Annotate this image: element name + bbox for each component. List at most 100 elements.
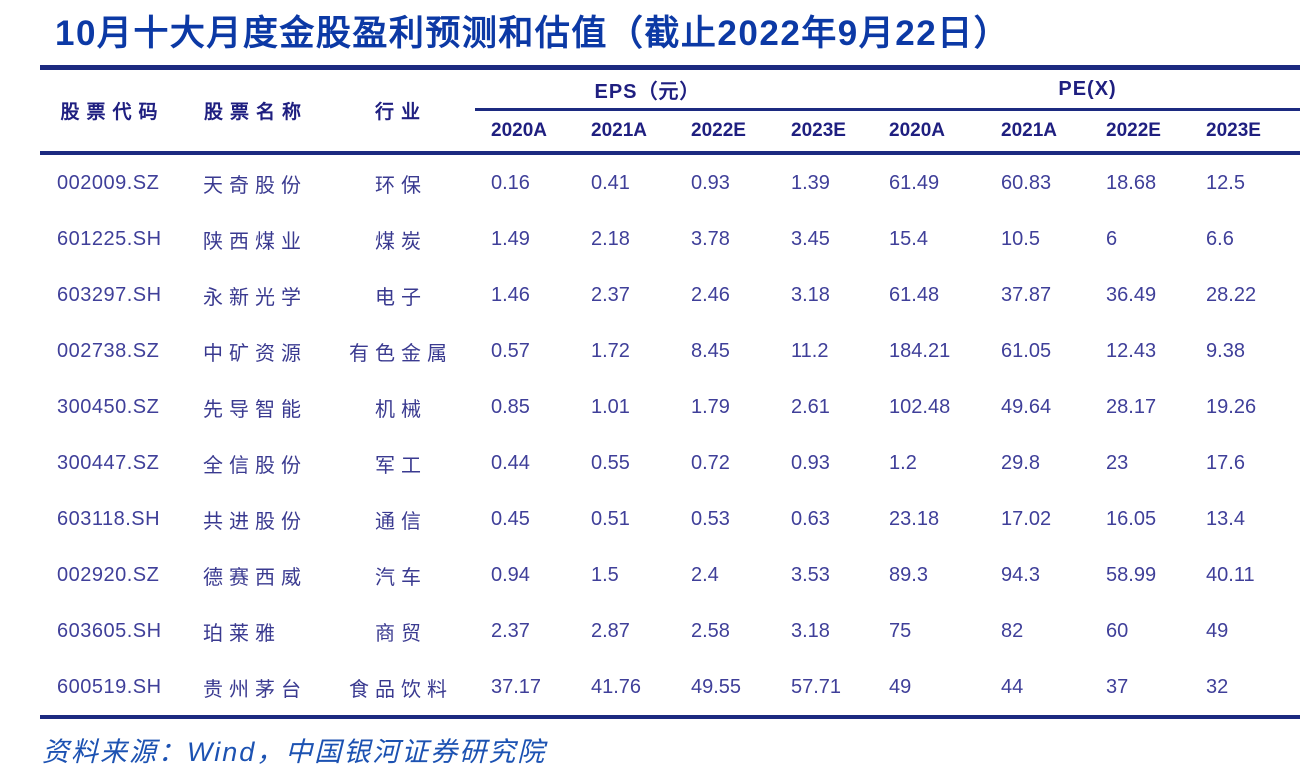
eps-2022e-cell: 0.53 <box>691 507 730 530</box>
eps-2021a-cell: 2.18 <box>591 227 630 250</box>
header-industry: 行业 <box>327 70 475 155</box>
pe-2020a-cell: 1.2 <box>889 451 917 474</box>
table-header: 股票代码 股票名称 行业 EPS（元） PE(X) 2020A 2021A 20… <box>40 70 1301 155</box>
stock-name-cell: 天奇股份 <box>203 174 307 197</box>
pe-2020a-cell: 102.48 <box>889 395 951 418</box>
group-header-row: 股票代码 股票名称 行业 EPS（元） PE(X) <box>40 70 1301 155</box>
table-row: 002009.SZ 天奇股份 环保 0.16 0.41 0.93 1.39 61… <box>40 153 1300 211</box>
header-eps-2022e: 2022E <box>675 109 775 155</box>
eps-2022e-cell: 1.79 <box>691 395 730 418</box>
stock-code-cell: 601225.SH <box>57 227 162 250</box>
pe-2023e-cell: 13.4 <box>1206 507 1245 530</box>
table-row: 300450.SZ 先导智能 机械 0.85 1.01 1.79 2.61 10… <box>40 379 1300 435</box>
table-body: 002009.SZ 天奇股份 环保 0.16 0.41 0.93 1.39 61… <box>40 153 1301 719</box>
industry-cell: 食品饮料 <box>327 659 475 719</box>
header-stock-name: 股票名称 <box>185 70 327 155</box>
eps-2020a-cell: 0.16 <box>491 171 530 194</box>
header-eps-2023e: 2023E <box>775 109 876 155</box>
pe-2023e-cell: 19.26 <box>1206 395 1257 418</box>
eps-2023e-cell: 11.2 <box>791 339 829 362</box>
header-pe-group: PE(X) <box>875 70 1301 111</box>
pe-2022e-cell: 36.49 <box>1106 283 1157 306</box>
title-block: 10月十大月度金股盈利预测和估值（截止2022年9月22日） <box>40 6 1300 70</box>
eps-2021a-cell: 0.41 <box>591 171 630 194</box>
eps-2021a-cell: 2.37 <box>591 283 630 306</box>
eps-2023e-cell: 3.18 <box>791 619 830 642</box>
stock-name-cell: 中矿资源 <box>203 342 307 365</box>
eps-2022e-cell: 3.78 <box>691 227 730 250</box>
industry-cell: 通信 <box>375 510 427 533</box>
pe-2021a-cell: 82 <box>1001 619 1024 642</box>
pe-2020a-cell: 49 <box>875 659 988 719</box>
eps-2022e-cell: 0.93 <box>691 171 730 194</box>
eps-2022e-cell: 2.4 <box>691 563 719 586</box>
stock-name-cell: 陕西煤业 <box>203 230 307 253</box>
eps-2020a-cell: 0.94 <box>491 563 530 586</box>
pe-2021a-cell: 10.5 <box>1001 227 1040 250</box>
pe-2020a-cell: 75 <box>889 619 912 642</box>
eps-2023e-cell: 57.71 <box>775 659 876 719</box>
pe-2023e-cell: 6.6 <box>1206 227 1234 250</box>
eps-2020a-cell: 2.37 <box>491 619 530 642</box>
pe-2023e-cell: 40.11 <box>1206 563 1255 586</box>
pe-2021a-cell: 94.3 <box>1001 563 1040 586</box>
pe-2023e-cell: 12.5 <box>1206 171 1245 194</box>
eps-2020a-cell: 1.49 <box>491 227 530 250</box>
year-header-row: 2020A 2021A 2022E 2023E 2020A 2021A 2022… <box>40 109 1301 155</box>
stock-code-cell: 300450.SZ <box>57 395 160 418</box>
eps-2021a-cell: 1.5 <box>591 563 619 586</box>
stock-name-cell: 德赛西威 <box>203 566 307 589</box>
table-row: 002920.SZ 德赛西威 汽车 0.94 1.5 2.4 3.53 89.3… <box>40 547 1300 603</box>
stock-code-cell: 002009.SZ <box>57 171 160 194</box>
pe-2021a-cell: 17.02 <box>1001 507 1052 530</box>
stock-code-cell: 603297.SH <box>57 283 162 306</box>
stocks-table: 股票代码 股票名称 行业 EPS（元） PE(X) 2020A 2021A 20… <box>40 70 1301 719</box>
pe-2021a-cell: 61.05 <box>1001 339 1052 362</box>
pe-2022e-cell: 18.68 <box>1106 171 1157 194</box>
header-eps-group: EPS（元） <box>475 70 876 111</box>
eps-2023e-cell: 2.61 <box>791 395 830 418</box>
industry-cell: 商贸 <box>375 622 427 645</box>
pe-2022e-cell: 28.17 <box>1106 395 1157 418</box>
pe-2021a-cell: 60.83 <box>1001 171 1052 194</box>
pe-2021a-cell: 29.8 <box>1001 451 1040 474</box>
stock-code-cell: 002920.SZ <box>57 563 160 586</box>
eps-2022e-cell: 2.58 <box>691 619 730 642</box>
header-pe-2020a: 2020A <box>875 109 988 155</box>
pe-2022e-cell: 6 <box>1106 227 1118 250</box>
eps-2020a-cell: 0.57 <box>491 339 530 362</box>
pe-2021a-cell: 49.64 <box>1001 395 1052 418</box>
pe-2021a-cell: 37.87 <box>1001 283 1052 306</box>
eps-2022e-cell: 49.55 <box>675 659 775 719</box>
eps-2023e-cell: 0.93 <box>791 451 830 474</box>
industry-cell: 有色金属 <box>349 342 453 365</box>
stock-code-cell: 603118.SH <box>57 507 161 530</box>
eps-2020a-cell: 0.85 <box>491 395 530 418</box>
stock-code-cell: 002738.SZ <box>57 339 160 362</box>
stock-name-cell: 珀莱雅 <box>203 622 281 645</box>
eps-2020a-cell: 0.45 <box>491 507 530 530</box>
header-eps-2021a: 2021A <box>575 109 675 155</box>
eps-2023e-cell: 1.39 <box>791 171 830 194</box>
pe-2020a-cell: 15.4 <box>889 227 928 250</box>
table-row: 600519.SH 贵州茅台 食品饮料 37.17 41.76 49.55 57… <box>40 659 1301 719</box>
pe-2020a-cell: 89.3 <box>889 563 928 586</box>
stock-name-cell: 共进股份 <box>203 510 307 533</box>
table-row: 300447.SZ 全信股份 军工 0.44 0.55 0.72 0.93 1.… <box>40 435 1300 491</box>
industry-cell: 电子 <box>375 286 427 309</box>
eps-2022e-cell: 8.45 <box>691 339 730 362</box>
stock-name-cell: 贵州茅台 <box>185 659 327 719</box>
pe-2022e-cell: 16.05 <box>1106 507 1157 530</box>
table-row: 601225.SH 陕西煤业 煤炭 1.49 2.18 3.78 3.45 15… <box>40 211 1300 267</box>
eps-2020a-cell: 37.17 <box>475 659 575 719</box>
eps-2023e-cell: 0.63 <box>791 507 830 530</box>
pe-2023e-cell: 17.6 <box>1206 451 1245 474</box>
pe-2022e-cell: 60 <box>1106 619 1129 642</box>
stock-name-cell: 全信股份 <box>203 454 307 477</box>
pe-2021a-cell: 44 <box>987 659 1094 719</box>
pe-2022e-cell: 37 <box>1093 659 1198 719</box>
eps-2022e-cell: 0.72 <box>691 451 730 474</box>
header-pe-2023e: 2023E <box>1197 109 1301 155</box>
pe-2020a-cell: 61.49 <box>889 171 940 194</box>
eps-2021a-cell: 0.55 <box>591 451 630 474</box>
